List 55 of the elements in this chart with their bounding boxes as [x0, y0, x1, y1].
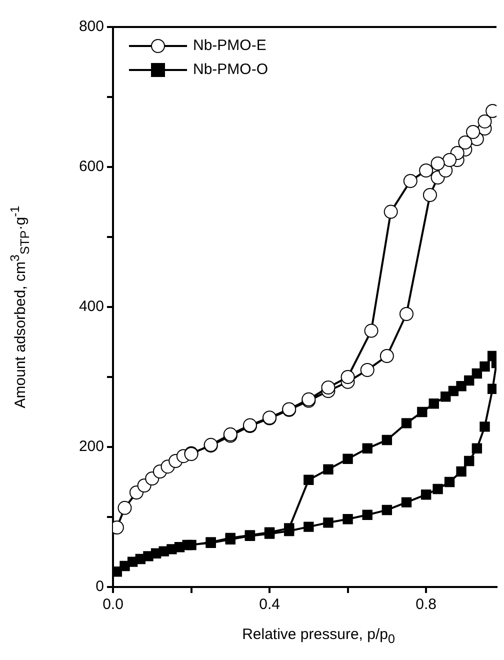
point: [321, 380, 336, 394]
point: [401, 418, 412, 428]
point: [444, 476, 455, 488]
point: [480, 422, 490, 432]
y-tick-label: 0: [96, 578, 104, 596]
point: [382, 434, 392, 446]
point: [417, 406, 428, 418]
point: [478, 114, 492, 128]
x-tick-label: 0.4: [259, 596, 280, 614]
x-tick-label: 0.0: [102, 596, 124, 614]
point: [362, 443, 372, 454]
point: [118, 500, 132, 515]
y-tick-label: 800: [78, 18, 104, 36]
point: [428, 398, 439, 409]
y-tick-label: 200: [78, 438, 104, 456]
y-tick-label: 400: [78, 298, 104, 316]
point: [382, 504, 392, 516]
point: [340, 370, 355, 384]
point: [472, 443, 482, 454]
point: [487, 384, 496, 394]
x-tick-label: 0.8: [416, 596, 436, 614]
point: [186, 540, 196, 550]
point: [284, 523, 294, 534]
x-axis-title: Relative pressure, p/p$_{0}$: [241, 626, 396, 646]
point: [430, 156, 445, 170]
point: [304, 474, 314, 485]
point: [487, 350, 496, 362]
point: [323, 464, 334, 474]
legend-label: Nb-PMO-O: [193, 61, 268, 78]
point: [399, 307, 414, 321]
point: [440, 392, 451, 402]
point: [432, 484, 443, 494]
point: [360, 363, 374, 377]
point: [362, 510, 372, 520]
point: [342, 514, 353, 524]
point: [442, 153, 457, 167]
point: [422, 188, 437, 202]
point: [401, 497, 412, 508]
point: [304, 522, 314, 532]
point: [472, 368, 482, 379]
point: [364, 324, 378, 338]
point: [323, 518, 334, 528]
point: [464, 456, 474, 466]
point: [419, 164, 434, 178]
point: [480, 361, 490, 372]
point: [456, 466, 466, 477]
point: [384, 204, 398, 219]
point: [403, 174, 418, 188]
point: [380, 349, 394, 363]
point: [420, 490, 432, 500]
point: [466, 125, 480, 139]
point: [342, 454, 353, 464]
legend-label: Nb-PMO-E: [193, 37, 266, 54]
point: [458, 136, 472, 150]
y-tick-label: 600: [78, 158, 104, 176]
